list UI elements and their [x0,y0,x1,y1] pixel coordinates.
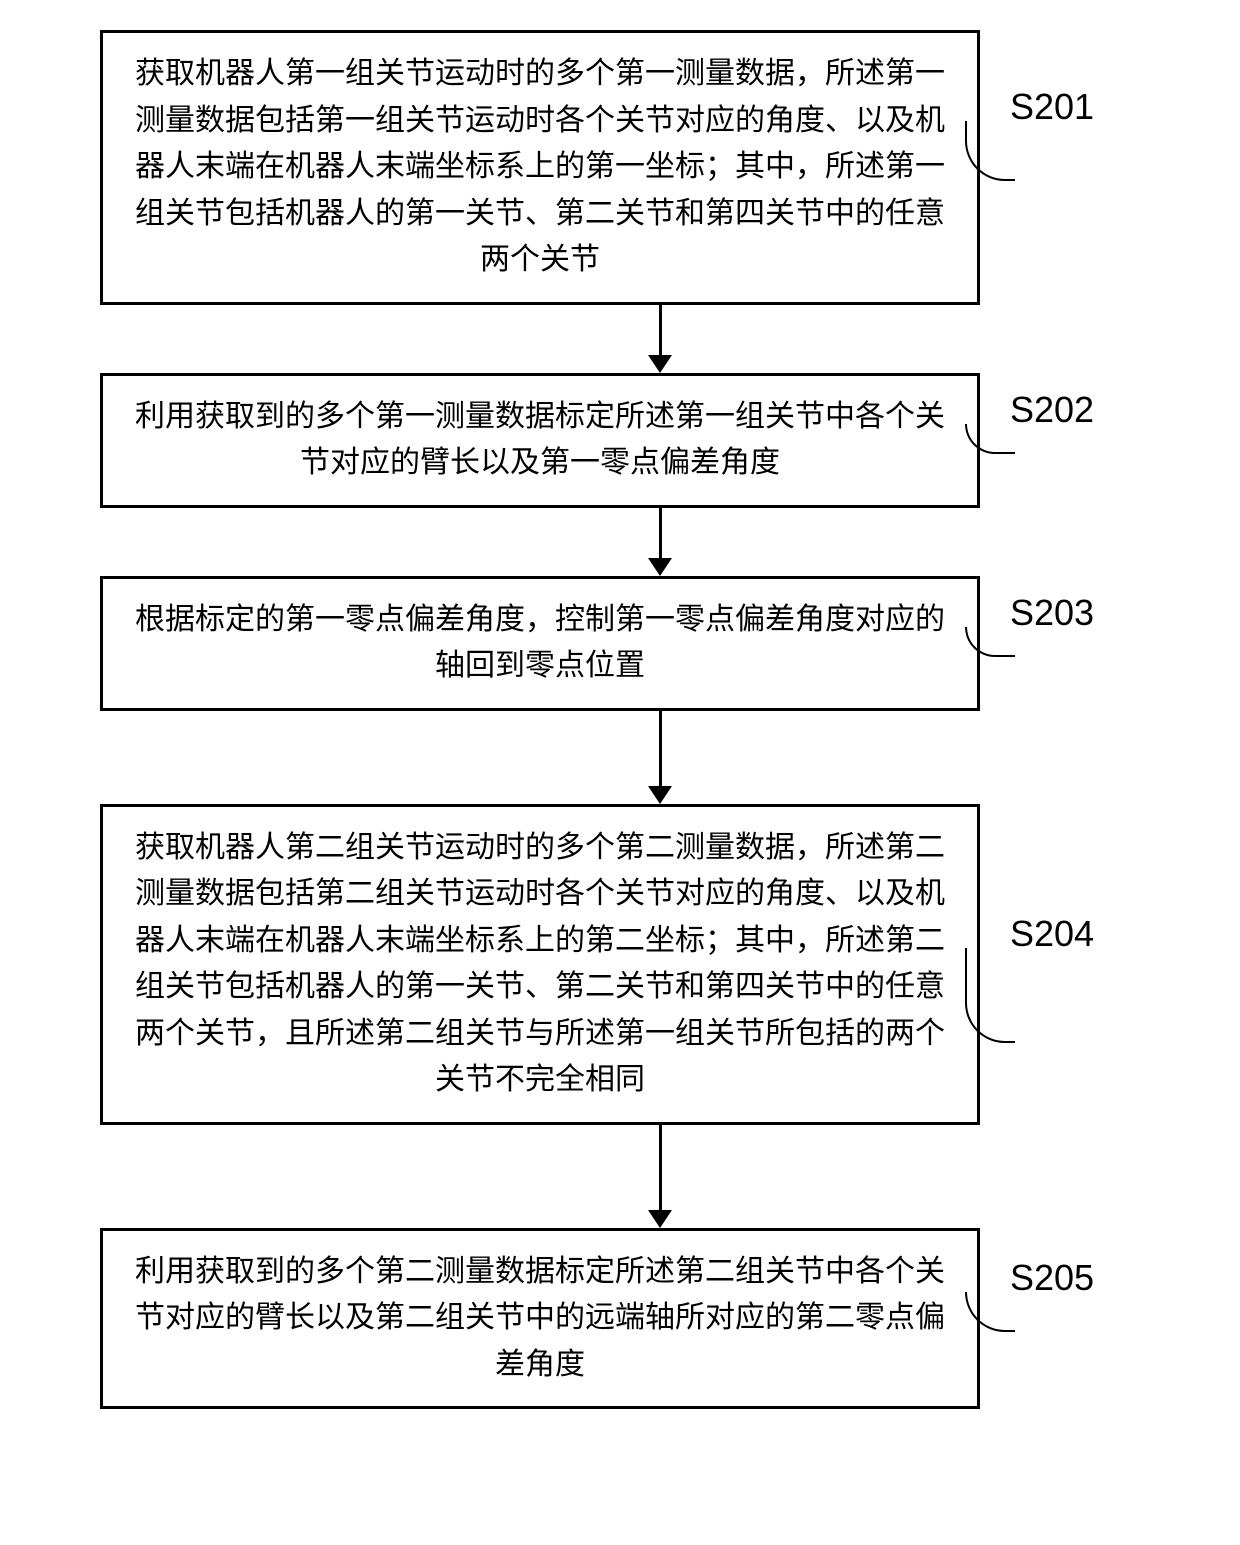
step-text: 根据标定的第一零点偏差角度，控制第一零点偏差角度对应的轴回到零点位置 [135,603,945,683]
step-label-s204: S204 [1010,913,1094,955]
step-label-s203: S203 [1010,592,1094,634]
arrow-head-icon [648,1210,672,1228]
step-row-2: 利用获取到的多个第一测量数据标定所述第一组关节中各个关节对应的臂长以及第一零点偏… [20,373,1220,508]
arrow-head-icon [648,355,672,373]
step-box-s201: 获取机器人第一组关节运动时的多个第一测量数据，所述第一测量数据包括第一组关节运动… [100,30,980,305]
arrow-line [659,1125,662,1210]
step-row-5: 利用获取到的多个第二测量数据标定所述第二组关节中各个关节对应的臂长以及第二组关节… [20,1228,1220,1410]
step-row-1: 获取机器人第一组关节运动时的多个第一测量数据，所述第一测量数据包括第一组关节运动… [20,30,1220,305]
label-text: S201 [1010,86,1094,127]
step-text: 获取机器人第二组关节运动时的多个第二测量数据，所述第二测量数据包括第二组关节运动… [135,831,945,1097]
step-box-s204: 获取机器人第二组关节运动时的多个第二测量数据，所述第二测量数据包括第二组关节运动… [100,804,980,1125]
step-text: 获取机器人第一组关节运动时的多个第一测量数据，所述第一测量数据包括第一组关节运动… [135,57,945,276]
step-text: 利用获取到的多个第二测量数据标定所述第二组关节中各个关节对应的臂长以及第二组关节… [135,1255,945,1381]
arrow-line [659,508,662,558]
label-text: S204 [1010,913,1094,954]
step-box-s203: 根据标定的第一零点偏差角度，控制第一零点偏差角度对应的轴回到零点位置 [100,576,980,711]
step-row-3: 根据标定的第一零点偏差角度，控制第一零点偏差角度对应的轴回到零点位置 S203 [20,576,1220,711]
label-text: S205 [1010,1257,1094,1298]
step-box-s205: 利用获取到的多个第二测量数据标定所述第二组关节中各个关节对应的臂长以及第二组关节… [100,1228,980,1410]
flowchart-container: 获取机器人第一组关节运动时的多个第一测量数据，所述第一测量数据包括第一组关节运动… [20,30,1220,1409]
arrow-1 [220,305,1100,373]
arrow-head-icon [648,786,672,804]
arrow-line [659,711,662,786]
arrow-head-icon [648,558,672,576]
step-box-s202: 利用获取到的多个第一测量数据标定所述第一组关节中各个关节对应的臂长以及第一零点偏… [100,373,980,508]
arrow-4 [220,1125,1100,1228]
label-text: S203 [1010,592,1094,633]
step-label-s201: S201 [1010,86,1094,128]
step-row-4: 获取机器人第二组关节运动时的多个第二测量数据，所述第二测量数据包括第二组关节运动… [20,804,1220,1125]
step-label-s202: S202 [1010,389,1094,431]
step-label-s205: S205 [1010,1257,1094,1299]
arrow-line [659,305,662,355]
label-text: S202 [1010,389,1094,430]
arrow-2 [220,508,1100,576]
step-text: 利用获取到的多个第一测量数据标定所述第一组关节中各个关节对应的臂长以及第一零点偏… [135,400,945,480]
arrow-3 [220,711,1100,804]
